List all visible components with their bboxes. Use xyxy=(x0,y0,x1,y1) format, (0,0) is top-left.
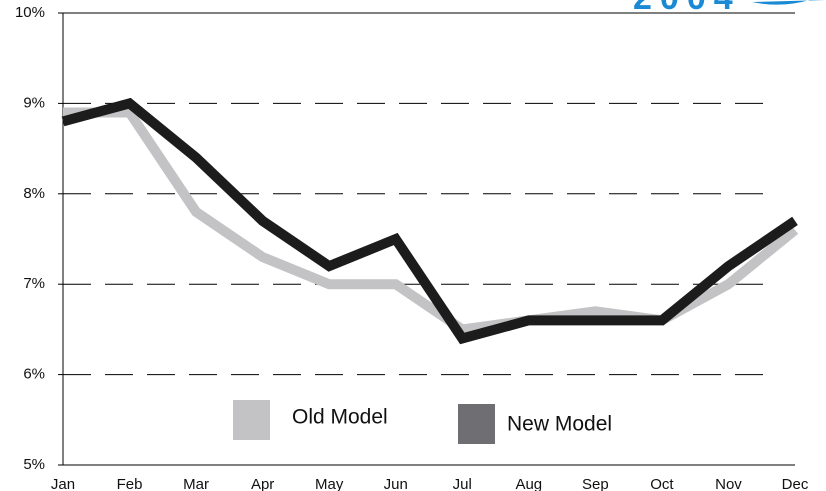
y-tick-label: 10% xyxy=(15,4,45,21)
x-tick-label: Jan xyxy=(51,476,75,491)
legend-swatch xyxy=(458,404,495,444)
legend-swatch xyxy=(233,400,270,440)
x-tick-label: Apr xyxy=(251,476,274,491)
x-tick-label: Oct xyxy=(650,476,674,491)
y-tick-label: 5% xyxy=(23,456,45,473)
y-tick-label: 8% xyxy=(23,185,45,202)
logo-text: 2004 xyxy=(633,0,741,17)
x-tick-label: Jun xyxy=(384,476,408,491)
x-tick-label: Feb xyxy=(117,476,143,491)
y-tick-label: 7% xyxy=(23,275,45,292)
x-tick-label: Mar xyxy=(183,476,209,491)
x-tick-label: Nov xyxy=(715,476,742,491)
x-tick-label: Sep xyxy=(582,476,609,491)
series-line xyxy=(61,97,798,345)
y-tick-label: 6% xyxy=(23,366,45,383)
x-tick-label: Jul xyxy=(453,476,472,491)
legend-label: New Model xyxy=(507,413,612,436)
logo-swoosh xyxy=(752,0,826,5)
x-tick-label: May xyxy=(315,476,344,491)
x-tick-label: Dec xyxy=(782,476,809,491)
y-tick-label: 9% xyxy=(23,94,45,111)
legend-label: Old Model xyxy=(292,406,388,429)
x-tick-label: Aug xyxy=(515,476,542,491)
